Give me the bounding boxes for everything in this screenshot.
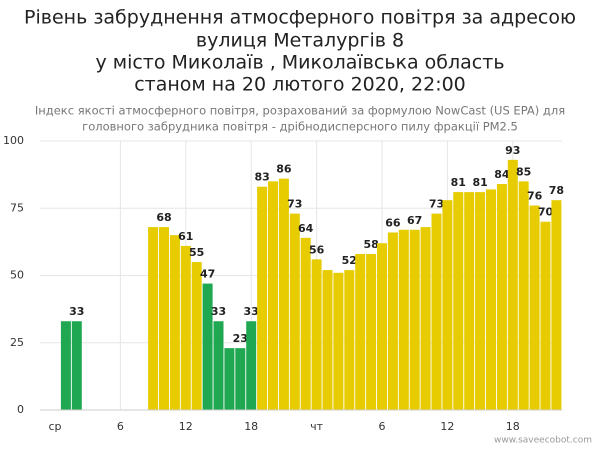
data-label: 73 [287,198,302,211]
data-label: 66 [385,216,401,229]
data-label: 83 [254,171,269,184]
x-tick-label: 12 [440,420,454,433]
bar [551,200,562,410]
bar [387,232,398,410]
bar [409,229,420,410]
chart-title: вулиця Металургів 8 [196,30,404,52]
data-label: 93 [505,144,520,157]
bar [159,227,169,410]
bar [191,262,202,410]
bar [278,178,289,410]
data-label: 33 [69,305,84,318]
bar [344,270,355,410]
data-label: 47 [200,268,215,281]
y-tick-label: 0 [17,403,24,416]
data-label: 68 [156,211,171,224]
bar [442,200,453,410]
data-label: 55 [189,246,204,259]
bar [464,192,475,410]
x-tick-label: 18 [244,420,258,433]
data-label: 64 [298,222,314,235]
bar [300,237,311,410]
bar [355,253,366,410]
bar [202,283,213,410]
chart-title: Рівень забруднення атмосферного повітря … [24,7,576,29]
y-tick-label: 75 [10,201,24,214]
bar [420,227,431,410]
data-label: 61 [178,230,193,243]
bar [377,243,387,410]
data-label: 58 [363,238,378,251]
y-tick-label: 25 [10,336,24,349]
data-label: 52 [342,254,357,267]
bar [496,184,507,410]
bar [268,181,278,410]
data-label: 23 [233,332,248,345]
bar [246,321,257,410]
x-tick-label: 18 [506,420,520,433]
bar [398,229,409,410]
bar [475,192,486,410]
bar [366,253,377,410]
bar [60,321,71,410]
bar [71,321,82,410]
data-label: 86 [276,163,292,176]
bar [224,348,235,410]
bar [333,272,344,410]
bar [311,259,322,410]
x-tick-label: 12 [179,420,193,433]
bar [453,192,464,410]
x-tick-label: ср [48,420,61,433]
bar [235,348,246,410]
bar [518,181,529,410]
bar [257,186,268,410]
data-label: 56 [309,243,325,256]
chart-subtitle: головного забрудника повітря - дрібнодис… [82,120,518,134]
data-label: 84 [494,168,510,181]
chart-subtitle: Індекс якості атмосферного повітря, розр… [35,104,565,118]
bar [169,235,180,410]
data-label: 70 [538,206,554,219]
data-label: 78 [549,184,564,197]
bar [431,213,442,410]
bar [540,221,551,410]
bar [148,227,159,410]
bar [322,270,333,410]
data-label: 76 [527,190,543,203]
source: www.saveecobot.com [494,436,592,446]
bar [213,321,224,410]
x-tick-label: 6 [117,420,124,433]
bar [180,245,191,410]
y-tick-label: 50 [10,269,24,282]
data-label: 81 [472,176,487,189]
y-tick-label: 100 [3,134,24,147]
data-label: 73 [429,198,444,211]
data-label: 85 [516,165,531,178]
data-label: 33 [244,305,259,318]
data-label: 67 [407,214,422,227]
bar [529,205,540,410]
bar [507,159,518,410]
x-tick-label: 6 [379,420,386,433]
data-label: 81 [451,176,466,189]
bar [289,213,300,410]
bar [486,189,496,410]
x-tick-label: чт [310,420,323,433]
chart-title: у місто Миколаїв , Миколаївська область [95,52,504,74]
data-label: 33 [211,305,226,318]
chart-title: станом на 20 лютого 2020, 22:00 [134,74,466,96]
